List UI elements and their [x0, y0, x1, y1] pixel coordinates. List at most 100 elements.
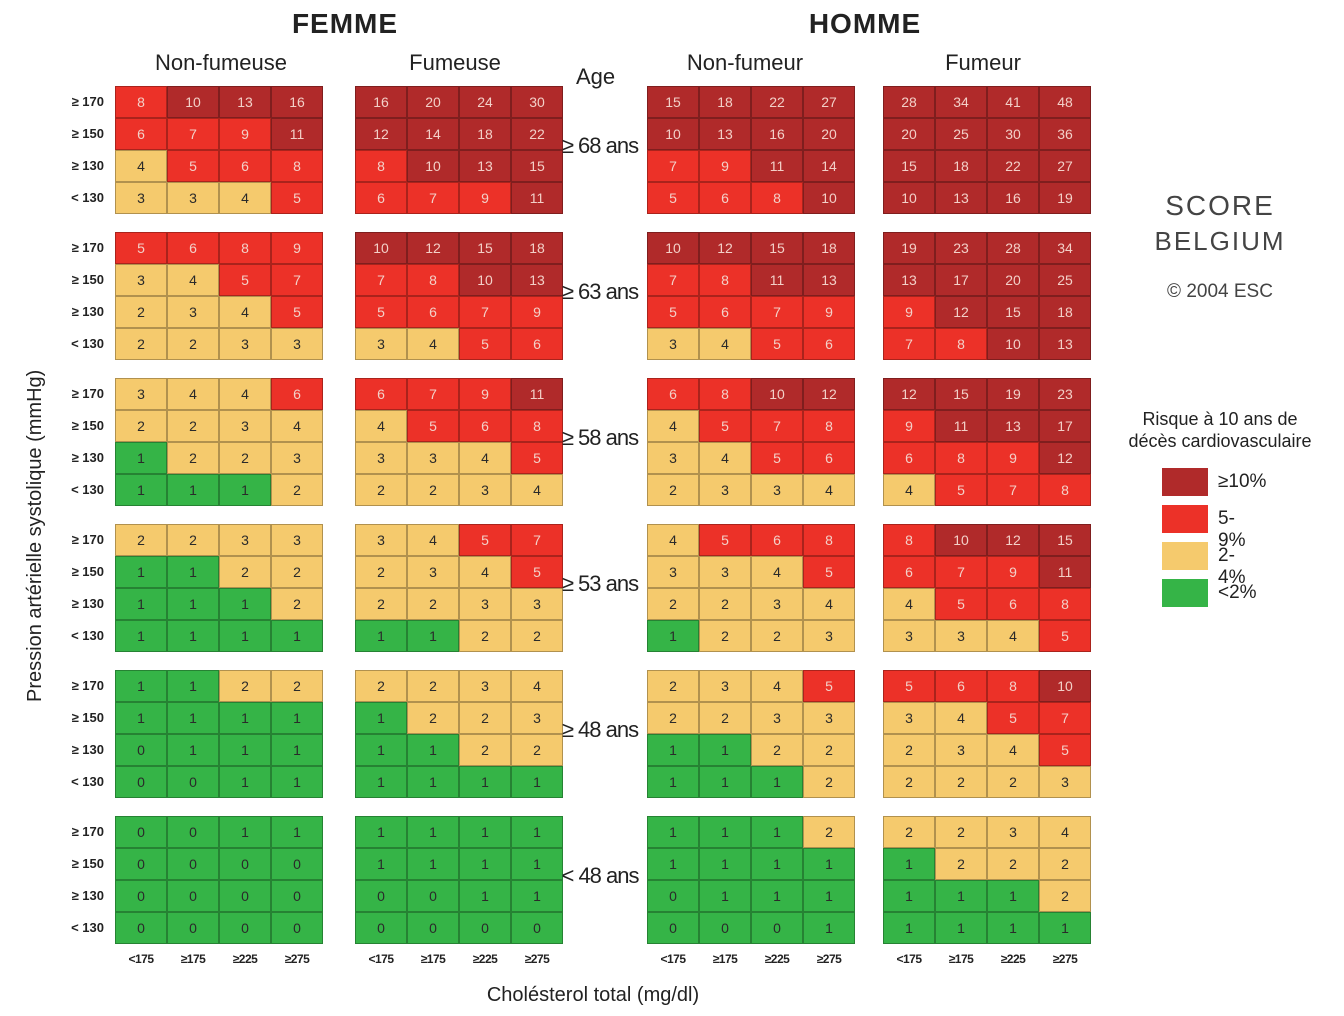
risk-cell: 6	[935, 670, 987, 702]
risk-cell: 12	[699, 232, 751, 264]
risk-cell: 1	[355, 702, 407, 734]
risk-cell: 19	[987, 378, 1039, 410]
cholesterol-tick-label: <175	[368, 952, 394, 966]
group-title-fumeuse: Fumeuse	[409, 50, 501, 75]
risk-cell: 16	[987, 182, 1039, 214]
cholesterol-tick-label: ≥275	[816, 952, 842, 966]
risk-cell: 1	[751, 766, 803, 798]
risk-cell: 2	[883, 766, 935, 798]
risk-cell: 8	[883, 524, 935, 556]
risk-cell: 1	[271, 766, 323, 798]
risk-cell: 9	[803, 296, 855, 328]
risk-cell: 1	[167, 670, 219, 702]
risk-cell: 2	[803, 816, 855, 848]
risk-cell: 6	[699, 182, 751, 214]
risk-cell: 1	[219, 816, 271, 848]
risk-cell: 3	[459, 670, 511, 702]
risk-cell: 8	[1039, 474, 1091, 506]
risk-cell: 1	[355, 766, 407, 798]
risk-cell: 15	[751, 232, 803, 264]
risk-cell: 1	[803, 880, 855, 912]
cholesterol-tick-label: ≥275	[1052, 952, 1078, 966]
risk-cell: 0	[167, 816, 219, 848]
legend-label-mid: 2-4%	[1218, 545, 1246, 588]
bp-tick-label: < 130	[71, 336, 104, 351]
risk-cell: 17	[935, 264, 987, 296]
risk-cell: 7	[511, 524, 563, 556]
cholesterol-tick-label: ≥175	[948, 952, 974, 966]
bp-tick-label: ≥ 150	[71, 126, 104, 141]
risk-cell: 7	[935, 556, 987, 588]
risk-cell: 2	[647, 474, 699, 506]
bp-tick-label: ≥ 150	[71, 272, 104, 287]
risk-cell: 3	[511, 702, 563, 734]
risk-cell: 19	[883, 232, 935, 264]
risk-cell: 1	[407, 848, 459, 880]
risk-cell: 6	[803, 442, 855, 474]
bp-tick-label: ≥ 150	[71, 564, 104, 579]
risk-cell: 1	[219, 474, 271, 506]
risk-cell: 2	[355, 588, 407, 620]
risk-cell: 15	[647, 86, 699, 118]
bp-tick-label: ≥ 150	[71, 418, 104, 433]
risk-cell: 28	[883, 86, 935, 118]
risk-cell: 6	[115, 118, 167, 150]
risk-cell: 0	[647, 880, 699, 912]
bp-tick-label: ≥ 170	[71, 678, 104, 693]
risk-cell: 15	[935, 378, 987, 410]
bp-tick-label: ≥ 170	[71, 824, 104, 839]
risk-cell: 5	[271, 182, 323, 214]
risk-cell: 3	[647, 556, 699, 588]
risk-cell: 4	[647, 524, 699, 556]
risk-cell: 1	[271, 734, 323, 766]
risk-cell: 11	[751, 264, 803, 296]
risk-cell: 2	[935, 848, 987, 880]
risk-cell: 7	[1039, 702, 1091, 734]
age-group-label: ≥ 68 ans	[561, 133, 639, 158]
risk-cell: 3	[355, 328, 407, 360]
risk-cell: 10	[167, 86, 219, 118]
risk-cell: 2	[459, 702, 511, 734]
risk-cell: 7	[647, 150, 699, 182]
legend-swatch-medhigh	[1162, 505, 1208, 533]
risk-cell: 2	[219, 670, 271, 702]
risk-cell: 2	[167, 524, 219, 556]
risk-cell: 10	[647, 118, 699, 150]
risk-cell: 19	[1039, 182, 1091, 214]
risk-cell: 3	[751, 474, 803, 506]
risk-cell: 2	[1039, 880, 1091, 912]
risk-cell: 13	[883, 264, 935, 296]
bp-tick-label: ≥ 130	[71, 596, 104, 611]
risk-cell: 2	[699, 620, 751, 652]
risk-cell: 28	[987, 232, 1039, 264]
risk-cell: 5	[883, 670, 935, 702]
risk-cell: 18	[699, 86, 751, 118]
risk-cell: 0	[115, 848, 167, 880]
risk-cell: 9	[987, 442, 1039, 474]
risk-cell: 10	[355, 232, 407, 264]
risk-cell: 7	[459, 296, 511, 328]
risk-cell: 1	[935, 880, 987, 912]
risk-cell: 1	[167, 474, 219, 506]
risk-cell: 2	[115, 328, 167, 360]
risk-cell: 2	[271, 474, 323, 506]
risk-cell: 1	[167, 620, 219, 652]
risk-cell: 4	[511, 474, 563, 506]
risk-cell: 25	[1039, 264, 1091, 296]
risk-cell: 7	[167, 118, 219, 150]
risk-cell: 7	[987, 474, 1039, 506]
risk-cell: 10	[803, 182, 855, 214]
risk-cell: 2	[271, 588, 323, 620]
legend-swatch-high	[1162, 468, 1208, 496]
bp-tick-label: ≥ 130	[71, 158, 104, 173]
risk-cell: 5	[115, 232, 167, 264]
risk-cell: 3	[803, 702, 855, 734]
risk-cell: 3	[219, 410, 271, 442]
risk-cell: 1	[219, 588, 271, 620]
risk-cell: 7	[883, 328, 935, 360]
risk-cell: 8	[699, 378, 751, 410]
risk-cell: 6	[167, 232, 219, 264]
risk-cell: 14	[803, 150, 855, 182]
risk-cell: 4	[219, 182, 271, 214]
cholesterol-tick-label: ≥275	[284, 952, 310, 966]
